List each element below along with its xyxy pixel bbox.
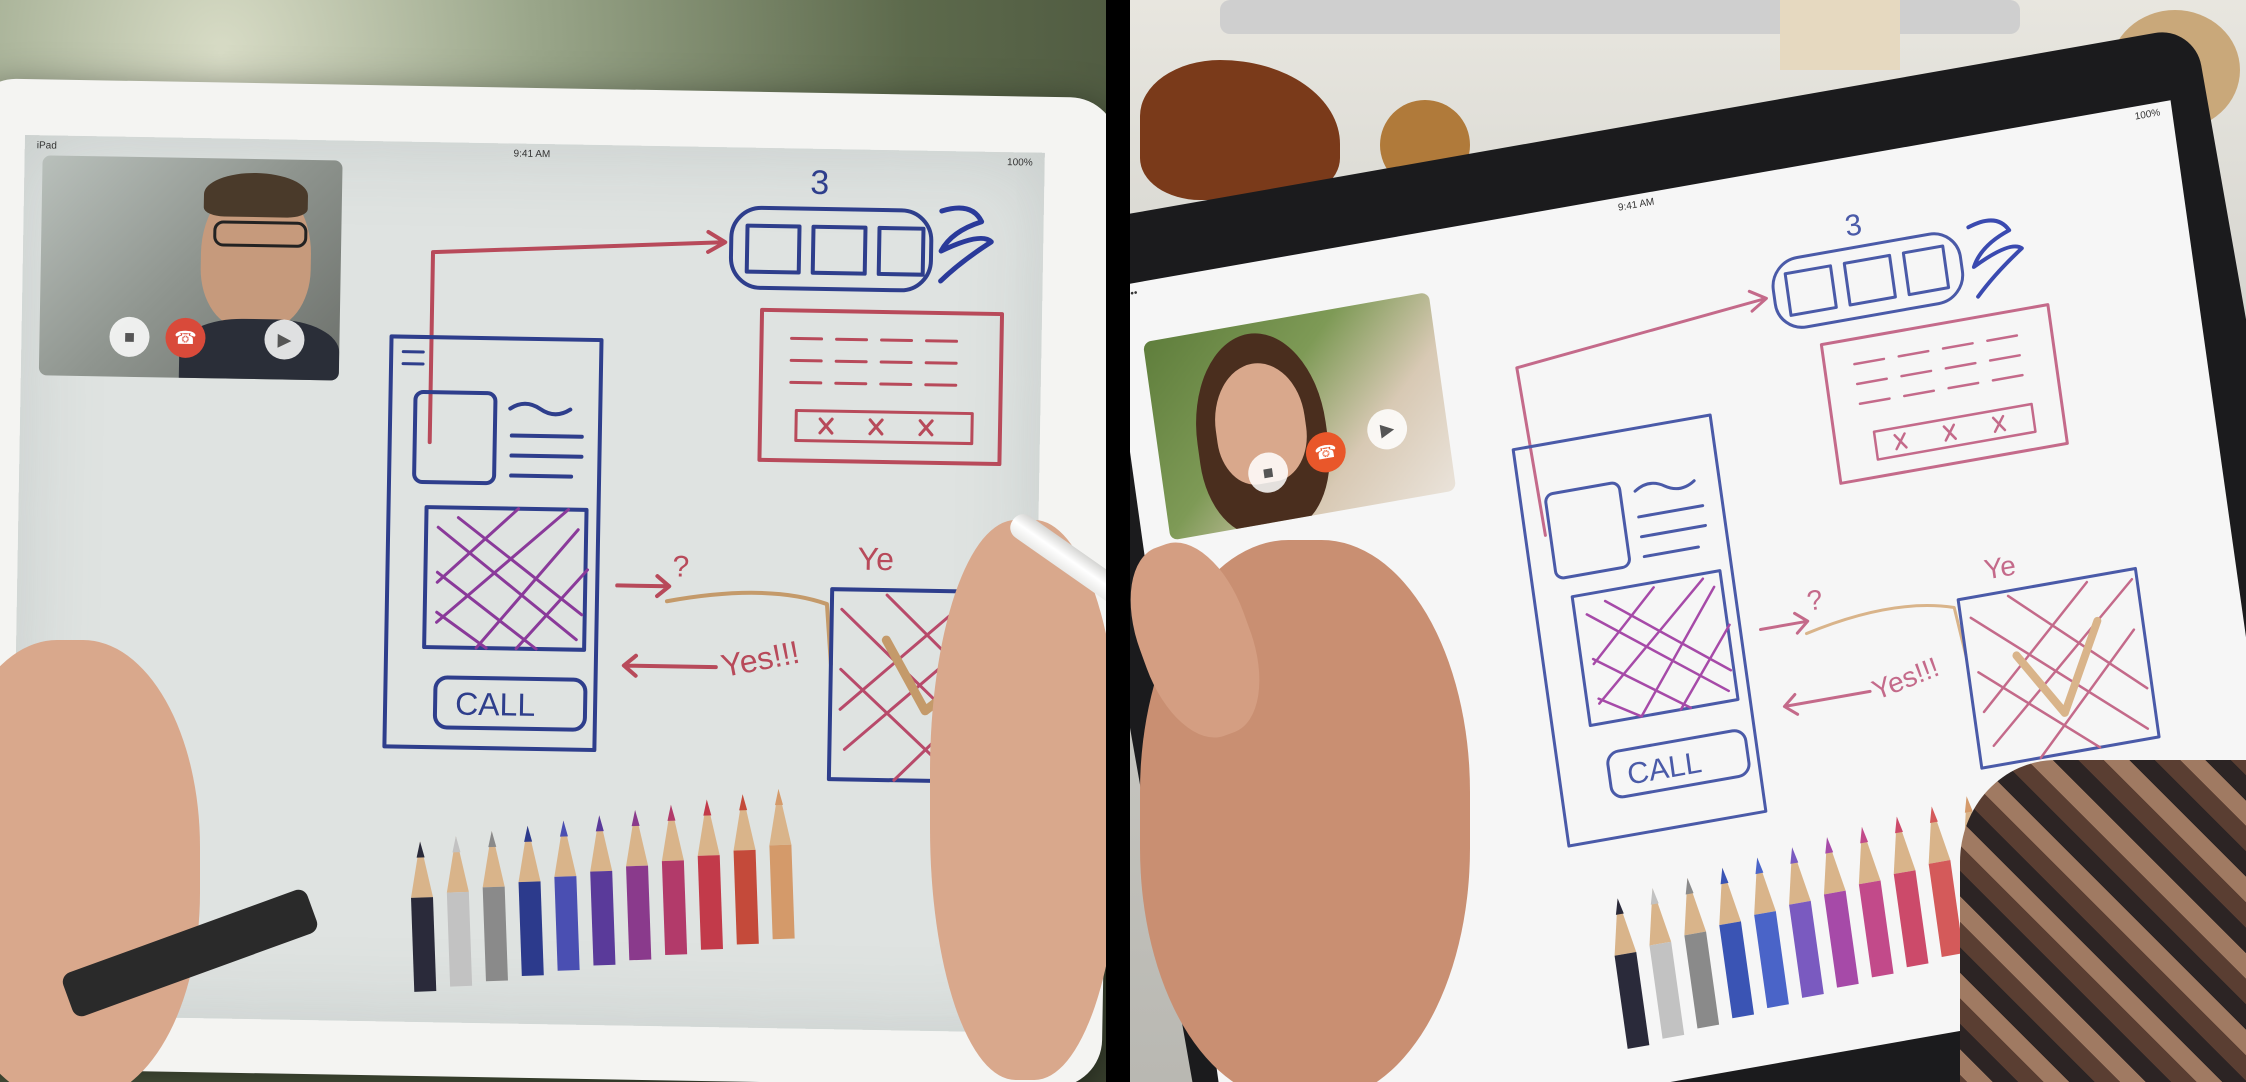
pencil-lead	[451, 836, 461, 853]
left-ipad-screen: iPad 9:41 AM 100% ■ ☎ ▶	[9, 135, 1045, 1033]
pencil-body	[1684, 931, 1720, 1029]
sketch-count-label: 3	[1843, 208, 1864, 244]
pencil-lead	[487, 830, 497, 848]
patterned-sleeve	[1960, 760, 2246, 1082]
carousel-card	[876, 225, 926, 277]
pencil-swatch[interactable]	[1641, 886, 1685, 1039]
pencil-swatch[interactable]	[516, 825, 544, 977]
sketch-ye-label: Ye	[857, 541, 894, 578]
lamp-arm	[1220, 0, 2020, 34]
pencil-lead	[631, 809, 640, 827]
pencil-swatch[interactable]	[1711, 865, 1755, 1019]
pencil-lead	[666, 804, 676, 821]
pencil-body	[1823, 890, 1859, 988]
call-button-sketch	[432, 675, 588, 732]
pencil-lead	[774, 788, 783, 806]
sketch-count-label: 3	[810, 164, 830, 202]
pencil-lead	[523, 825, 533, 842]
right-ipad-screen: ••••• 9:41 AM 100% ■ ☎ ▶	[1130, 100, 2246, 1082]
pencil-swatch[interactable]	[1746, 855, 1789, 1009]
flow-arrow	[427, 240, 726, 445]
sketch-canvas[interactable]: 3 Ye ? Yes!!! CALL	[1130, 100, 2246, 1082]
pencil-lead	[738, 794, 748, 811]
pencil-body	[1858, 880, 1894, 978]
pencil-body	[626, 865, 652, 961]
pencil-body	[1789, 900, 1824, 998]
phone-wireframe	[382, 334, 604, 753]
pencil-body	[1754, 911, 1789, 1009]
color-pencil-palette[interactable]	[409, 788, 796, 992]
detail-card	[757, 307, 1005, 467]
pencil-body	[518, 881, 544, 977]
pencil-body	[1928, 860, 1964, 957]
pencil-body	[446, 891, 473, 987]
pencil-swatch[interactable]	[588, 814, 616, 966]
pencil-body	[1893, 870, 1929, 968]
pencil-swatch[interactable]	[1816, 835, 1859, 988]
left-video-frame: iPad 9:41 AM 100% ■ ☎ ▶	[0, 0, 1106, 1082]
pencil-lead	[416, 841, 425, 858]
pencil-body	[482, 886, 508, 982]
pencil-body	[733, 849, 759, 945]
robot-toy	[1780, 0, 1900, 70]
pencil-swatch[interactable]	[1781, 845, 1824, 998]
pencil-body	[554, 876, 580, 971]
pencil-swatch[interactable]	[444, 835, 473, 987]
sketch-call-label: CALL	[455, 686, 536, 723]
pencil-body	[590, 870, 616, 966]
camel-toy	[1140, 60, 1340, 200]
pencil-body	[1649, 941, 1685, 1039]
sketch-canvas[interactable]: 3 Ye ? Yes!!! CALL	[10, 135, 1045, 1033]
pencil-body	[411, 897, 437, 992]
right-hand	[930, 520, 1106, 1080]
pencil-body	[769, 844, 795, 940]
pencil-body	[661, 860, 688, 956]
sketch-question-label: ?	[1805, 583, 1825, 616]
pencil-swatch[interactable]	[552, 820, 580, 971]
sketch-ye-label: Ye	[1982, 549, 2018, 585]
right-video-frame: ••••• 9:41 AM 100% ■ ☎ ▶	[1130, 0, 2246, 1082]
split-divider	[1106, 0, 1130, 1082]
sketch-yes-label: Yes!!!	[718, 634, 802, 684]
pencil-swatch[interactable]	[409, 841, 437, 992]
pencil-body	[1719, 921, 1755, 1019]
pencil-swatch[interactable]	[480, 830, 508, 982]
pencil-lead	[559, 820, 568, 837]
sketch-question-label: ?	[672, 550, 689, 583]
pencil-body	[697, 855, 723, 950]
pencil-swatch[interactable]	[1676, 876, 1720, 1029]
scribble-mark	[938, 205, 994, 284]
pencil-lead	[595, 815, 604, 832]
pencil-lead	[702, 799, 712, 816]
carousel-card	[810, 224, 868, 276]
sketch-yes-label: Yes!!!	[1868, 651, 1943, 706]
carousel-frame	[728, 205, 934, 293]
carousel-card	[744, 223, 802, 275]
